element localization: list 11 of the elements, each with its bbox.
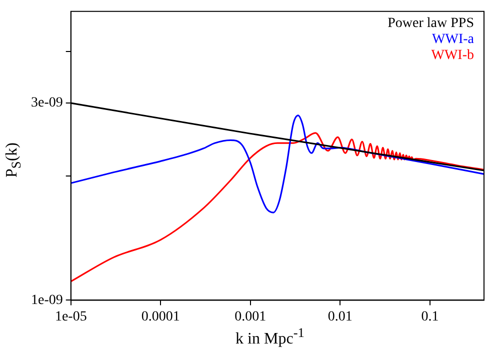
text: WWI-b <box>430 48 474 64</box>
x-tick-label: 0.01 <box>328 309 352 324</box>
x-tick-label: 1e-05 <box>54 309 87 324</box>
y-tick-label: 1e-09 <box>30 292 63 308</box>
x-tick-label: 0.0001 <box>141 309 180 324</box>
x-axis-title: k in Mpc$^{-1}$ <box>234 324 306 348</box>
text: Power law PPS <box>388 16 474 32</box>
x-tick-label: 0.001 <box>234 309 266 324</box>
x-tick-label: 0.1 <box>421 309 439 324</box>
text: WWI-a <box>431 32 474 48</box>
y-tick-label: 3e-09 <box>30 96 63 111</box>
